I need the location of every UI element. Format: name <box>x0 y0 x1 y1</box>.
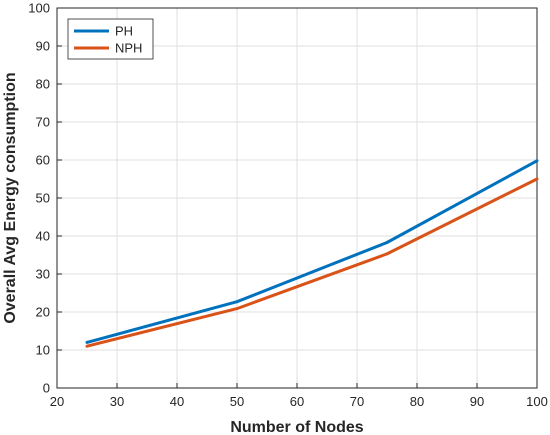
data-point-ph <box>535 159 539 163</box>
x-tick-label: 20 <box>50 394 64 409</box>
axis-ticks: 20 30 40 50 60 70 80 90 100 0 10 20 30 40 50 60 70 80 90 10… <box>28 1 548 410</box>
y-tick-label: 50 <box>36 191 50 206</box>
x-tick-label: 60 <box>290 394 304 409</box>
y-tick-label: 80 <box>36 77 50 92</box>
data-point-nph <box>535 177 539 181</box>
data-point-ph <box>385 240 389 244</box>
data-point-nph <box>235 307 239 311</box>
data-point-ph <box>235 300 239 304</box>
y-tick-label: 70 <box>36 115 50 130</box>
x-tick-label: 50 <box>230 394 244 409</box>
x-tick-label: 80 <box>410 394 424 409</box>
legend-box <box>67 18 154 60</box>
y-tick-label: 40 <box>36 229 50 244</box>
y-axis-label: Overall Avg Energy consumption <box>2 72 19 323</box>
series-lines <box>85 159 539 348</box>
y-tick-label: 10 <box>36 343 50 358</box>
y-tick-label: 60 <box>36 153 50 168</box>
grid-lines <box>56 7 538 389</box>
y-tick-label: 30 <box>36 267 50 282</box>
y-tick-label: 90 <box>36 39 50 54</box>
y-tick-label: 100 <box>28 1 50 16</box>
x-tick-label: 40 <box>170 394 184 409</box>
x-tick-label: 70 <box>350 394 364 409</box>
data-point-ph <box>85 340 89 344</box>
legend-label-nph: NPH <box>115 41 142 56</box>
legend: PH NPH <box>67 18 154 60</box>
x-tick-label: 100 <box>526 394 548 409</box>
data-point-nph <box>385 252 389 256</box>
x-axis-label: Number of Nodes <box>230 419 363 435</box>
series-line-nph <box>86 177 538 348</box>
y-tick-label: 0 <box>43 381 50 396</box>
data-point-nph <box>85 344 89 348</box>
series-line-ph <box>86 159 538 344</box>
y-tick-label: 20 <box>36 305 50 320</box>
x-tick-label: 30 <box>110 394 124 409</box>
legend-label-ph: PH <box>115 24 133 39</box>
x-tick-label: 90 <box>470 394 484 409</box>
